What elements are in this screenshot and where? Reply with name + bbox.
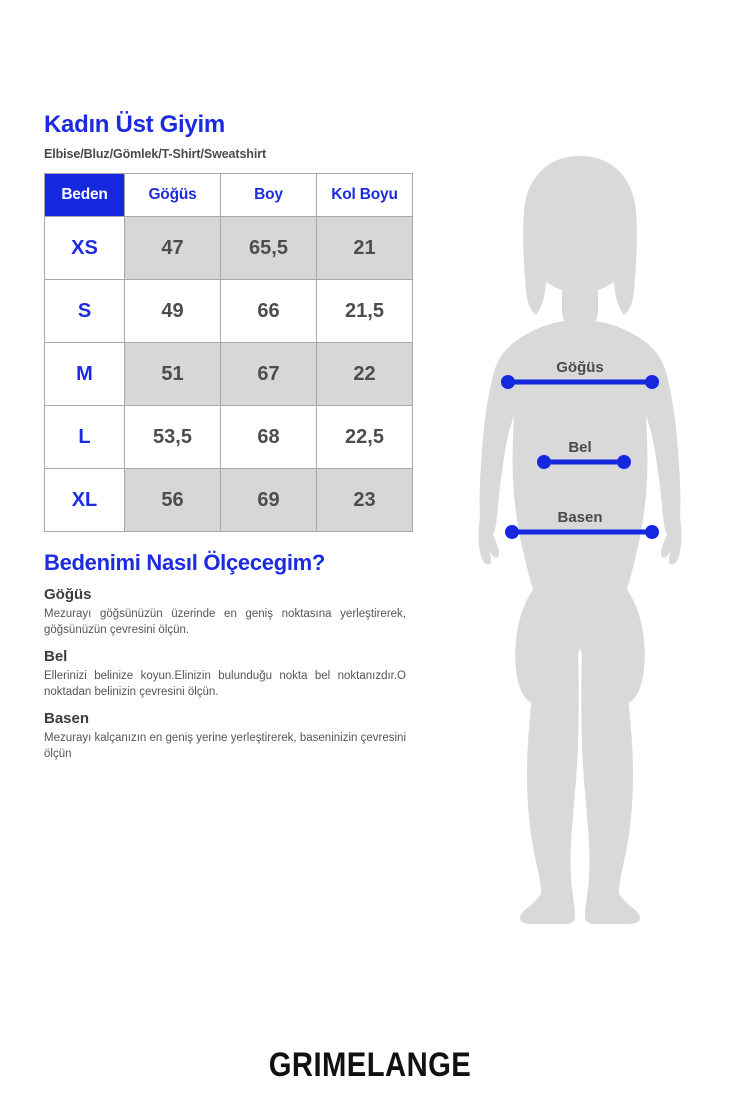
cell-boy: 69 bbox=[220, 468, 317, 533]
cell-kol-boyu: 22,5 bbox=[316, 405, 413, 470]
brand-logo: GRIMELANGE bbox=[268, 1046, 472, 1084]
size-guide-content: Kadın Üst Giyim Elbise/Bluz/Gömlek/T-Shi… bbox=[44, 112, 424, 768]
cell-size: XS bbox=[44, 216, 125, 281]
measure-section-bel: Bel Ellerinizi belinize koyun.Elinizin b… bbox=[44, 648, 424, 700]
cell-boy: 66 bbox=[220, 279, 317, 344]
female-silhouette-icon bbox=[478, 156, 682, 924]
table-row: S 49 66 21,5 bbox=[44, 279, 413, 344]
measure-text-gogus: Mezurayı göğsünüzün üzerinde en geniş no… bbox=[44, 608, 406, 636]
measure-heading-bel: Bel bbox=[44, 648, 68, 666]
hip-endpoint-left-icon bbox=[505, 525, 519, 539]
cell-gogus: 51 bbox=[124, 342, 221, 407]
column-header-boy: Boy bbox=[220, 173, 317, 218]
cell-size: L bbox=[44, 405, 125, 470]
bust-label: Göğüs bbox=[556, 359, 604, 376]
cell-boy: 67 bbox=[220, 342, 317, 407]
hip-measurement-line: Basen bbox=[505, 509, 659, 539]
cell-gogus: 47 bbox=[124, 216, 221, 281]
cell-kol-boyu: 21,5 bbox=[316, 279, 413, 344]
table-header-row: Beden Göğüs Boy Kol Boyu bbox=[44, 173, 413, 218]
cell-kol-boyu: 22 bbox=[316, 342, 413, 407]
measure-heading-basen: Basen bbox=[44, 710, 90, 728]
column-header-beden: Beden bbox=[44, 173, 125, 218]
cell-size: S bbox=[44, 279, 125, 344]
bust-endpoint-left-icon bbox=[501, 375, 515, 389]
waist-endpoint-right-icon bbox=[617, 455, 631, 469]
measure-section-gogus: Göğüs Mezurayı göğsünüzün üzerinde en ge… bbox=[44, 586, 424, 638]
table-row: XL 56 69 23 bbox=[44, 468, 413, 533]
hip-endpoint-right-icon bbox=[645, 525, 659, 539]
table-row: M 51 67 22 bbox=[44, 342, 413, 407]
waist-endpoint-left-icon bbox=[537, 455, 551, 469]
cell-kol-boyu: 23 bbox=[316, 468, 413, 533]
column-header-gogus: Göğüs bbox=[124, 173, 221, 218]
hip-label: Basen bbox=[557, 509, 602, 526]
table-row: L 53,5 68 22,5 bbox=[44, 405, 413, 470]
size-table: Beden Göğüs Boy Kol Boyu XS 47 65,5 21 S… bbox=[44, 173, 413, 533]
waist-label: Bel bbox=[568, 439, 591, 456]
page-subtitle: Elbise/Bluz/Gömlek/T-Shirt/Sweatshirt bbox=[44, 147, 267, 162]
how-to-measure-title: Bedenimi Nasıl Ölçecegim? bbox=[44, 550, 326, 576]
measure-text-basen: Mezurayı kalçanızın en geniş yerine yerl… bbox=[44, 732, 406, 760]
cell-gogus: 53,5 bbox=[124, 405, 221, 470]
cell-kol-boyu: 21 bbox=[316, 216, 413, 281]
waist-measurement-line: Bel bbox=[537, 439, 631, 469]
bust-endpoint-right-icon bbox=[645, 375, 659, 389]
table-row: XS 47 65,5 21 bbox=[44, 216, 413, 281]
measure-text-bel: Ellerinizi belinize koyun.Elinizin bulun… bbox=[44, 670, 406, 698]
bust-measurement-line: Göğüs bbox=[501, 359, 659, 389]
cell-gogus: 56 bbox=[124, 468, 221, 533]
cell-boy: 68 bbox=[220, 405, 317, 470]
column-header-kol-boyu: Kol Boyu bbox=[316, 173, 413, 218]
cell-size: M bbox=[44, 342, 125, 407]
cell-boy: 65,5 bbox=[220, 216, 317, 281]
measure-section-basen: Basen Mezurayı kalçanızın en geniş yerin… bbox=[44, 710, 424, 762]
body-measurement-figure: Göğüs Bel Basen bbox=[450, 150, 710, 930]
cell-gogus: 49 bbox=[124, 279, 221, 344]
cell-size: XL bbox=[44, 468, 125, 533]
page-title: Kadın Üst Giyim bbox=[44, 111, 225, 138]
measure-heading-gogus: Göğüs bbox=[44, 586, 92, 604]
